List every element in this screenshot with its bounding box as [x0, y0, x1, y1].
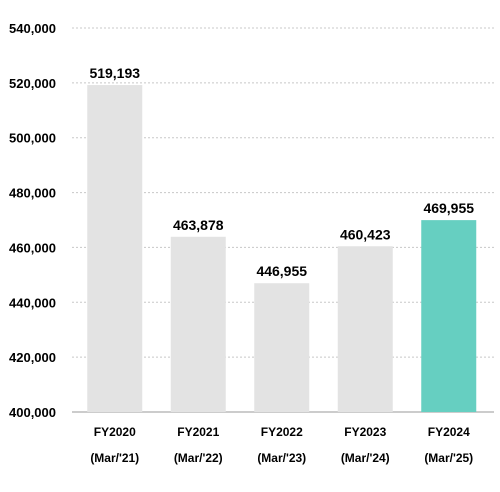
- y-tick-label: 540,000: [9, 21, 56, 36]
- x-tick-sublabel: (Mar/'21): [90, 451, 139, 465]
- data-label: 469,955: [423, 200, 474, 216]
- bar-fy2023: [337, 246, 393, 412]
- data-label: 460,423: [340, 226, 391, 242]
- bars: [87, 85, 477, 413]
- bar-fy2021: [170, 236, 226, 412]
- y-tick-label: 420,000: [9, 350, 56, 365]
- bar-fy2022: [254, 283, 310, 412]
- y-tick-label: 460,000: [9, 240, 56, 255]
- data-label: 519,193: [89, 65, 140, 81]
- x-tick-label: FY2022: [261, 425, 303, 439]
- x-tick-label: FY2023: [344, 425, 386, 439]
- x-tick-sublabel: (Mar/'23): [257, 451, 306, 465]
- x-tick-sublabel: (Mar/'25): [424, 451, 473, 465]
- y-tick-label: 440,000: [9, 295, 56, 310]
- x-tick-label: FY2021: [177, 425, 219, 439]
- x-axis-tick-labels: FY2020 (Mar/'21) FY2021 (Mar/'22) FY2022 (Mar…: [90, 425, 473, 465]
- y-axis-tick-labels: 400,000 420,000 440,000 460,000 480,000 500,0…: [9, 21, 56, 420]
- x-tick-sublabel: (Mar/'22): [174, 451, 223, 465]
- y-tick-label: 520,000: [9, 76, 56, 91]
- bar-fy2024: [421, 220, 477, 412]
- data-label: 463,878: [173, 217, 224, 233]
- x-tick-sublabel: (Mar/'24): [341, 451, 390, 465]
- data-labels: 519,193 463,878 446,955 460,423 469,955: [89, 65, 474, 279]
- y-tick-label: 400,000: [9, 405, 56, 420]
- data-label: 446,955: [256, 263, 307, 279]
- bar-fy2020: [87, 85, 143, 413]
- y-tick-label: 480,000: [9, 186, 56, 201]
- y-tick-label: 500,000: [9, 131, 56, 146]
- x-tick-label: FY2020: [94, 425, 136, 439]
- x-tick-label: FY2024: [428, 425, 470, 439]
